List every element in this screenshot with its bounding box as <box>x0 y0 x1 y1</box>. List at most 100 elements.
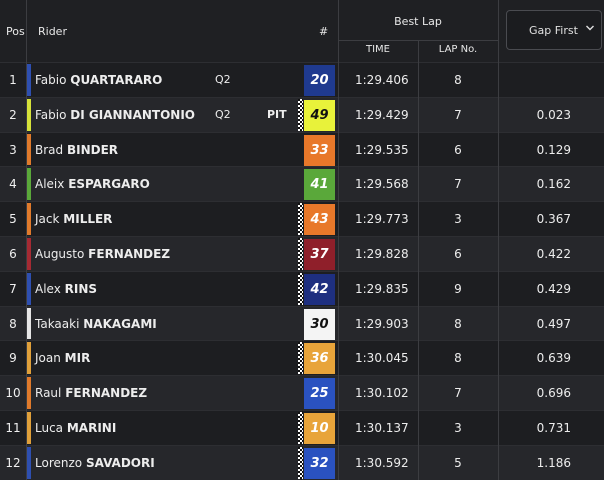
position-cell: 9 <box>9 351 17 366</box>
lap-no-header: LAP No. <box>438 44 478 55</box>
col-divider-time <box>418 40 419 480</box>
position-cell: 4 <box>9 177 17 192</box>
chevron-down-icon <box>585 23 595 36</box>
rider-number: 25 <box>304 378 335 410</box>
rider-first-name: Augusto <box>35 247 85 261</box>
col-divider-number <box>338 0 339 480</box>
best-lap-number: 7 <box>454 386 462 401</box>
rider-number: 37 <box>304 239 335 270</box>
rider-name: Brad BINDER <box>35 133 118 167</box>
rider-last-name: MARINI <box>66 421 117 435</box>
table-row[interactable]: 4 Aleix ESPARGARO 41 1:29.568 7 0.162 <box>0 166 604 202</box>
table-row[interactable]: 7 Alex RINS 42 1:29.835 9 0.429 <box>0 270 604 306</box>
team-color-bar <box>27 272 31 305</box>
best-lap-time: 1:29.828 <box>355 247 409 261</box>
rider-last-name: RINS <box>64 281 98 296</box>
rider-name: Luca MARINI <box>35 411 116 445</box>
team-color-bar <box>27 412 31 444</box>
best-lap-time: 1:29.903 <box>355 316 409 331</box>
session-badge: Q2 <box>215 73 231 86</box>
rider-last-name: MILLER <box>63 212 113 227</box>
position-cell: 6 <box>9 247 17 261</box>
rider-first-name: Fabio <box>35 73 67 87</box>
table-row[interactable]: 2 Fabio DI GIANNANTONIO Q2 PIT 49 1:29.429 7 0.… <box>0 96 604 132</box>
gap-first: 0.162 <box>536 177 571 192</box>
rider-number: 32 <box>304 447 335 479</box>
pit-indicator: PIT <box>267 107 287 121</box>
pos-header: Pos <box>6 25 25 38</box>
rider-last-name: SAVADORI <box>85 455 155 470</box>
best-lap-number: 9 <box>454 281 462 296</box>
rider-first-name: Takaaki <box>35 316 80 331</box>
checkered-flag-icon <box>298 272 303 305</box>
rider-number: 42 <box>304 273 335 305</box>
table-row[interactable]: 1 Fabio QUARTARARO Q2 20 1:29.406 8 <box>0 62 604 97</box>
gap-first: 0.422 <box>536 247 571 261</box>
best-lap-time: 1:29.406 <box>355 73 409 87</box>
best-lap-time: 1:30.045 <box>355 351 409 366</box>
rider-first-name: Alex <box>35 281 61 296</box>
gap-first: 0.023 <box>536 107 571 122</box>
rider-number: 49 <box>304 99 335 131</box>
best-lap-time: 1:30.137 <box>355 421 409 435</box>
best-lap-number: 6 <box>454 247 462 261</box>
team-color-bar <box>27 133 31 166</box>
table-row[interactable]: 6 Augusto FERNANDEZ 37 1:29.828 6 0.422 <box>0 236 604 271</box>
gap-first-label: Gap First <box>529 24 578 37</box>
best-lap-time: 1:29.535 <box>355 142 409 157</box>
table-row[interactable]: 3 Brad BINDER 33 1:29.535 6 0.129 <box>0 131 604 167</box>
rider-number: 36 <box>304 343 335 375</box>
best-lap-number: 7 <box>454 177 462 192</box>
checkered-flag-icon <box>298 412 303 444</box>
rider-name: Alex RINS <box>35 272 97 306</box>
rider-last-name: ESPARGARO <box>68 177 150 192</box>
team-color-bar <box>27 64 31 96</box>
rider-first-name: Jack <box>35 212 60 227</box>
team-color-bar <box>27 168 31 201</box>
position-cell: 8 <box>9 316 17 331</box>
best-lap-time: 1:30.102 <box>355 386 409 401</box>
best-lap-number: 3 <box>454 212 462 227</box>
rider-first-name: Raul <box>35 386 62 401</box>
table-row[interactable]: 11 Luca MARINI 10 1:30.137 3 0.731 <box>0 410 604 445</box>
rider-number: 30 <box>304 308 335 340</box>
col-divider-pos <box>26 0 27 480</box>
best-lap-time: 1:30.592 <box>355 455 409 470</box>
table-row[interactable]: 9 Joan MIR 36 1:30.045 8 0.639 <box>0 340 604 376</box>
table-row[interactable]: 5 Jack MILLER 43 1:29.773 3 0.367 <box>0 201 604 236</box>
team-color-bar <box>27 238 31 270</box>
best-lap-number: 6 <box>454 142 462 157</box>
table-row[interactable]: 8 Takaaki NAKAGAMI 30 1:29.903 8 0.497 <box>0 305 604 341</box>
rider-header: Rider <box>38 25 67 38</box>
best-lap-header: Best Lap <box>394 15 442 28</box>
gap-first: 0.367 <box>536 212 571 227</box>
time-header: TIME <box>366 44 391 55</box>
team-color-bar <box>27 377 31 409</box>
table-row[interactable]: 10 Raul FERNANDEZ 25 1:30.102 7 0.696 <box>0 375 604 410</box>
gap-first: 0.429 <box>536 281 571 296</box>
best-lap-number: 3 <box>454 421 462 435</box>
position-cell: 11 <box>5 421 21 435</box>
rider-number: 20 <box>304 65 335 96</box>
rider-last-name: BINDER <box>66 142 119 157</box>
rider-first-name: Brad <box>35 142 64 157</box>
table-row[interactable]: 12 Lorenzo SAVADORI 32 1:30.592 5 1.186 <box>0 444 604 480</box>
best-lap-number: 8 <box>454 73 462 87</box>
checkered-flag-icon <box>298 342 303 375</box>
gap-first-select[interactable]: Gap First <box>506 10 602 50</box>
best-lap-number: 5 <box>454 455 462 470</box>
rider-number: 10 <box>304 413 335 444</box>
table-header: Pos Rider # Best Lap TIME LAP No. Gap Fi… <box>0 0 604 62</box>
best-lap-number: 7 <box>454 107 462 122</box>
rider-name: Aleix ESPARGARO <box>35 167 150 201</box>
gap-first: 1.186 <box>536 455 571 470</box>
rider-number: 33 <box>304 134 335 166</box>
rider-first-name: Aleix <box>35 177 65 192</box>
position-cell: 3 <box>9 142 17 157</box>
team-color-bar <box>27 342 31 375</box>
team-color-bar <box>27 98 31 131</box>
gap-first: 0.731 <box>536 421 571 435</box>
rider-last-name: DI GIANNANTONIO <box>70 107 195 122</box>
rider-number: 43 <box>304 204 335 236</box>
